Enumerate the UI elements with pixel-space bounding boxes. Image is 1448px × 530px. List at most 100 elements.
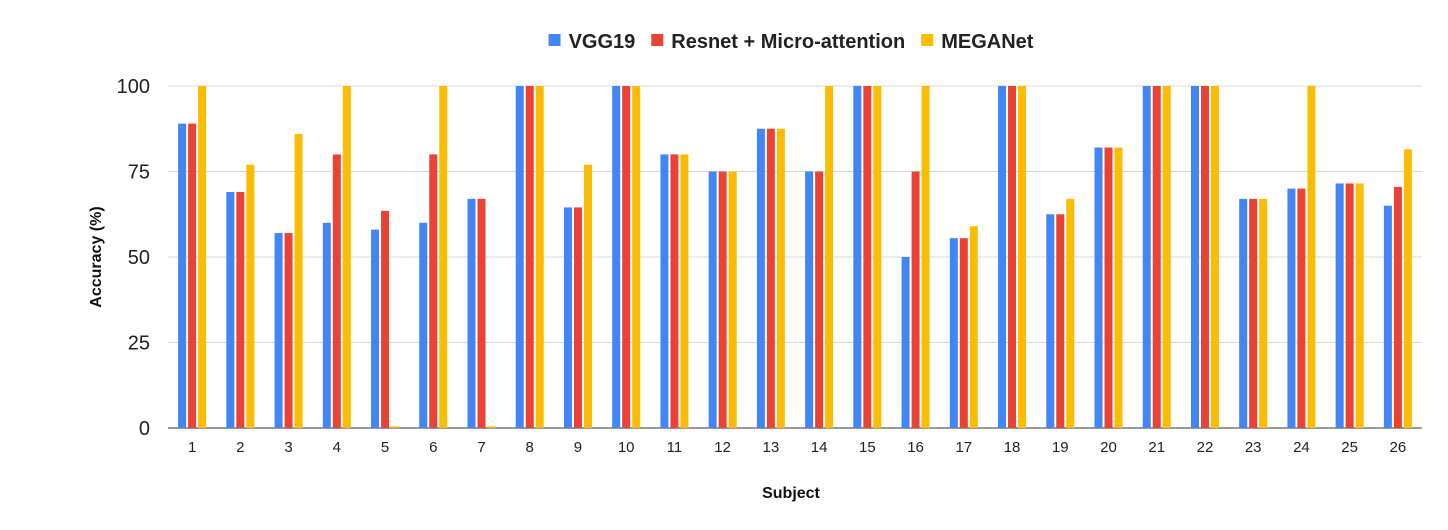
- bar-vgg19-19: [1046, 214, 1055, 428]
- bar-vgg19-17: [949, 238, 958, 428]
- y-tick-label: 100: [117, 76, 150, 98]
- bar-resnet-micro-attention-7: [477, 198, 486, 428]
- bar-vgg19-20: [1094, 147, 1103, 428]
- bar-meganet-25: [1355, 183, 1364, 428]
- bar-meganet-10: [632, 86, 641, 428]
- bar-meganet-3: [294, 133, 303, 428]
- bar-meganet-17: [969, 226, 978, 428]
- bar-resnet-micro-attention-9: [573, 207, 582, 428]
- bars: [178, 86, 1412, 429]
- grid-lines: [168, 85, 1422, 429]
- bar-vgg19-1: [178, 123, 187, 429]
- x-tick-label: 20: [1100, 439, 1117, 456]
- x-tick-label: 18: [1004, 439, 1021, 456]
- bar-vgg19-18: [998, 86, 1007, 428]
- bar-resnet-micro-attention-6: [429, 154, 438, 428]
- bar-vgg19-7: [467, 198, 476, 428]
- x-axis-ticks: 1 2 3 4 5 6 7 8 9 10 11 12 13 14 15 16 17 18 19 20 21 22 23 24 2…: [188, 439, 1406, 456]
- bar-meganet-4: [342, 86, 351, 428]
- legend-swatch: [921, 34, 934, 46]
- bar-resnet-micro-attention-15: [863, 86, 872, 428]
- bar-meganet-20: [1114, 147, 1123, 428]
- bar-meganet-21: [1162, 86, 1171, 428]
- bar-meganet-13: [776, 128, 785, 428]
- bar-vgg19-15: [853, 86, 862, 428]
- bar-resnet-micro-attention-23: [1249, 198, 1258, 428]
- bar-resnet-micro-attention-20: [1104, 147, 1113, 428]
- legend-label: VGG19: [569, 31, 636, 53]
- bar-resnet-micro-attention-5: [381, 210, 390, 428]
- x-tick-label: 7: [477, 439, 485, 456]
- bar-vgg19-4: [322, 222, 331, 428]
- x-tick-label: 1: [188, 439, 196, 456]
- x-tick-label: 5: [381, 439, 389, 456]
- chart-legend: VGG19 Resnet + Micro-attention MEGANet: [548, 31, 1034, 53]
- x-tick-label: 26: [1390, 439, 1407, 456]
- bar-vgg19-21: [1142, 86, 1151, 428]
- x-tick-label: 15: [859, 439, 876, 456]
- bar-vgg19-22: [1190, 86, 1199, 428]
- bar-meganet-1: [198, 86, 207, 428]
- bar-resnet-micro-attention-22: [1200, 86, 1209, 428]
- bar-meganet-24: [1307, 86, 1316, 428]
- bar-resnet-micro-attention-8: [525, 86, 534, 428]
- x-tick-label: 4: [333, 439, 341, 456]
- bar-meganet-15: [873, 86, 882, 428]
- x-tick-label: 6: [429, 439, 437, 456]
- x-tick-label: 8: [526, 439, 534, 456]
- bar-vgg19-2: [226, 192, 235, 428]
- bar-resnet-micro-attention-21: [1152, 86, 1161, 428]
- x-tick-label: 24: [1293, 439, 1310, 456]
- bar-resnet-micro-attention-2: [236, 192, 245, 428]
- bar-meganet-16: [921, 86, 930, 428]
- bar-meganet-14: [825, 86, 834, 428]
- bar-meganet-19: [1066, 198, 1075, 428]
- bar-resnet-micro-attention-26: [1393, 186, 1402, 428]
- legend-swatch: [548, 34, 561, 46]
- bar-vgg19-3: [274, 233, 283, 428]
- bar-vgg19-12: [708, 171, 717, 428]
- bar-vgg19-5: [371, 229, 380, 428]
- legend-swatch: [651, 34, 664, 46]
- bar-meganet-11: [680, 154, 689, 428]
- x-tick-label: 16: [907, 439, 924, 456]
- x-tick-label: 3: [284, 439, 292, 456]
- bar-meganet-23: [1259, 198, 1268, 428]
- bar-resnet-micro-attention-3: [284, 233, 293, 428]
- x-tick-label: 19: [1052, 439, 1069, 456]
- bar-vgg19-14: [805, 171, 814, 428]
- bar-vgg19-9: [563, 207, 572, 428]
- bar-meganet-7: [487, 426, 496, 428]
- x-axis-label: Subject: [762, 485, 820, 502]
- bar-meganet-6: [439, 86, 448, 428]
- bar-meganet-9: [583, 164, 592, 428]
- bar-resnet-micro-attention-4: [332, 154, 341, 428]
- x-tick-label: 23: [1245, 439, 1262, 456]
- bar-vgg19-25: [1335, 183, 1344, 428]
- x-tick-label: 17: [955, 439, 972, 456]
- x-tick-label: 21: [1148, 439, 1165, 456]
- x-tick-label: 2: [236, 439, 244, 456]
- x-tick-label: 9: [574, 439, 582, 456]
- x-tick-label: 12: [714, 439, 731, 456]
- x-tick-label: 22: [1197, 439, 1214, 456]
- x-tick-label: 13: [763, 439, 780, 456]
- bar-vgg19-11: [660, 154, 669, 428]
- bar-meganet-5: [391, 426, 400, 428]
- bar-resnet-micro-attention-14: [815, 171, 824, 428]
- bar-vgg19-26: [1383, 205, 1392, 428]
- bar-meganet-26: [1403, 149, 1412, 428]
- bar-meganet-22: [1210, 86, 1219, 428]
- bar-resnet-micro-attention-1: [188, 123, 197, 429]
- bar-vgg19-13: [756, 128, 765, 428]
- bar-vgg19-6: [419, 222, 428, 428]
- bar-vgg19-23: [1239, 198, 1248, 428]
- y-tick-label: 25: [128, 333, 150, 355]
- y-tick-label: 50: [128, 247, 150, 269]
- x-tick-label: 14: [811, 439, 828, 456]
- bar-resnet-micro-attention-25: [1345, 183, 1354, 428]
- bar-meganet-2: [246, 164, 255, 428]
- bar-resnet-micro-attention-17: [959, 238, 968, 428]
- x-tick-label: 25: [1341, 439, 1358, 456]
